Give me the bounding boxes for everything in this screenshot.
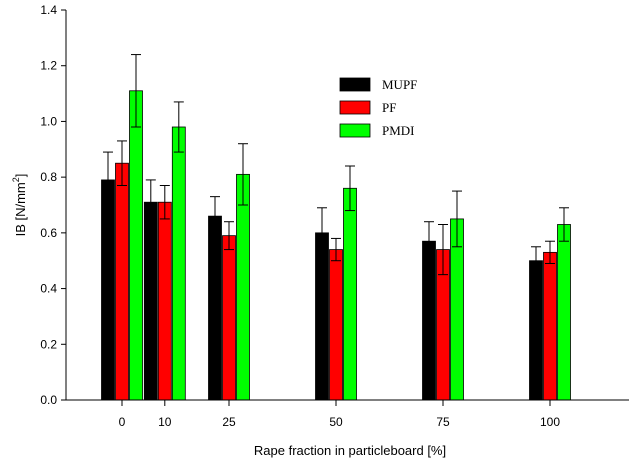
bar-mupf-100 [529, 260, 543, 401]
legend-swatch-mupf [339, 77, 371, 92]
y-axis-title: IB [N/mm2] [11, 174, 28, 237]
bar-mupf-75 [422, 240, 436, 401]
x-tick-label: 10 [158, 415, 172, 429]
bar-pf-100 [543, 251, 557, 401]
x-tick-label: 0 [119, 415, 126, 429]
bar-pmdi-100 [557, 224, 571, 401]
bar-mupf-0 [101, 179, 115, 401]
axes-layer [65, 10, 629, 401]
bar-pf-25 [222, 235, 236, 401]
y-axis-title-end: ] [13, 174, 28, 178]
y-tick-label: 1.2 [40, 59, 57, 73]
legend-label-pf: PF [382, 100, 396, 115]
y-tick-label: 0.6 [40, 226, 57, 240]
y-tick-label: 0.0 [40, 393, 57, 407]
x-tick-label: 50 [329, 415, 343, 429]
y-axis-title-main: IB [N/mm [13, 182, 28, 236]
legend: MUPF PF PMDI [339, 77, 417, 138]
y-axis-title-sup: 2 [11, 177, 21, 182]
y-tick-label: 0.4 [40, 282, 57, 296]
bars-layer [101, 54, 571, 401]
bar-pmdi-25 [236, 173, 250, 401]
bar-pf-10 [157, 201, 172, 401]
x-tick-label: 100 [540, 415, 560, 429]
legend-label-mupf: MUPF [382, 77, 417, 92]
x-ticks: 0 10 25 50 75 100 [119, 400, 560, 429]
bar-mupf-25 [208, 215, 222, 401]
y-ticks: 0.0 0.2 0.4 0.6 0.8 1.0 1.2 1.4 [40, 3, 66, 407]
bar-pf-0 [115, 162, 129, 401]
bar-pmdi-0 [129, 90, 143, 401]
bar-pmdi-50 [343, 187, 357, 401]
bar-pf-50 [329, 249, 343, 401]
legend-swatch-pf [339, 100, 371, 115]
legend-swatch-pmdi [339, 123, 371, 138]
bar-pmdi-10 [171, 126, 186, 401]
y-tick-label: 0.8 [40, 170, 57, 184]
bar-mupf-10 [143, 201, 158, 401]
y-tick-label: 1.0 [40, 114, 57, 128]
x-tick-label: 75 [436, 415, 450, 429]
y-tick-label: 0.2 [40, 337, 57, 351]
legend-label-pmdi: PMDI [382, 123, 415, 138]
y-tick-label: 1.4 [40, 3, 57, 17]
x-axis-title: Rape fraction in particleboard [%] [254, 443, 446, 458]
x-tick-label: 25 [222, 415, 236, 429]
